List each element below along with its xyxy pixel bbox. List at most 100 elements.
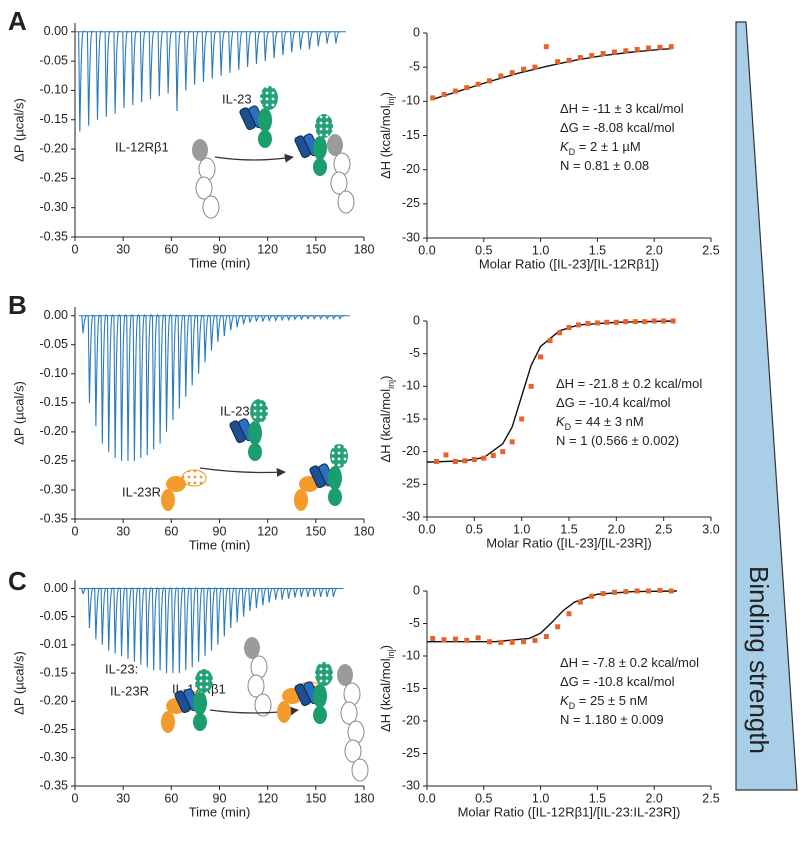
text-part: ΔH = -7.8 ± 0.2 kcal/mol	[560, 655, 699, 670]
x-tick-label: 90	[213, 242, 227, 256]
injection-peak	[184, 587, 191, 671]
cartoon-shape	[258, 130, 272, 148]
data-point	[634, 588, 640, 594]
injection-peak	[263, 31, 271, 62]
injection-peak	[273, 315, 281, 323]
injection-peak	[267, 315, 275, 323]
data-point	[521, 639, 527, 645]
side-label: Binding strength	[744, 566, 774, 754]
x-tick-label: 30	[116, 242, 130, 256]
cartoon-shape	[313, 136, 327, 160]
x-tick-label: 0.5	[475, 791, 492, 805]
injection-peak	[126, 314, 134, 461]
y-tick-label: -25	[402, 477, 420, 491]
injection-peak	[157, 30, 165, 97]
y-axis-label: ΔH (kcal/molinj)	[378, 92, 396, 179]
cartoon-shape	[340, 701, 358, 725]
data-point	[577, 55, 583, 61]
data-point	[538, 354, 544, 360]
cartoon-shape	[214, 153, 294, 163]
data-point	[611, 589, 617, 595]
data-point	[498, 73, 504, 79]
annotation: KD = 2 ± 1 µM	[560, 139, 641, 157]
cartoon-shape	[330, 444, 348, 468]
cartoon-shape	[198, 157, 216, 181]
y-tick-label: -20	[402, 713, 420, 727]
injection-peak	[222, 315, 230, 337]
injection-peak	[86, 30, 94, 126]
panel-label: A	[8, 6, 27, 36]
x-tick-label: 30	[116, 791, 130, 805]
injection-peak	[131, 30, 138, 106]
y-tick-label: -15	[402, 128, 420, 142]
data-point	[594, 320, 600, 326]
annotation: N = 1 (0.566 ± 0.002)	[556, 433, 679, 448]
data-point	[481, 455, 487, 461]
injection-peak	[298, 31, 306, 50]
y-tick-label: -0.25	[40, 453, 69, 467]
injection-peak	[216, 315, 223, 342]
y-axis-label: ΔP (µcal/s)	[11, 381, 26, 445]
injection-peak	[100, 587, 108, 645]
injection-peak	[139, 314, 146, 459]
x-axis-label: Molar Ratio ([IL-12Rβ1]/[IL-23:IL-23R])	[458, 804, 681, 819]
x-tick-label: 90	[213, 524, 227, 538]
cartoon-shape	[193, 713, 207, 731]
text-part: )	[378, 375, 393, 379]
injection-peak	[254, 31, 262, 65]
x-tick-label: 0.0	[418, 522, 435, 536]
injection-peak	[318, 315, 326, 320]
data-point	[623, 589, 629, 595]
x-tick-label: 180	[354, 242, 375, 256]
text-part: )	[378, 645, 393, 649]
data-point	[500, 449, 506, 455]
y-tick-label: -0.25	[40, 171, 69, 185]
x-tick-label: 180	[354, 791, 375, 805]
data-point	[509, 639, 515, 645]
y-tick-label: -0.25	[40, 722, 69, 736]
cartoon-shape	[260, 86, 278, 110]
injection-peak	[241, 315, 249, 325]
cartoon-shape	[315, 662, 333, 686]
x-tick-label: 150	[305, 791, 326, 805]
text-part: ΔH = -11 ± 3 kcal/mol	[560, 101, 684, 116]
data-point	[555, 624, 561, 630]
y-tick-label: -0.01	[40, 637, 69, 651]
injection-peak	[273, 587, 281, 600]
injection-peak	[312, 315, 320, 320]
injection-peak	[334, 31, 341, 44]
cartoon-shape	[195, 669, 213, 693]
cartoon-shape	[250, 399, 268, 423]
y-tick-label: -30	[402, 230, 420, 244]
cartoon-shape	[344, 739, 362, 763]
text-part: K	[560, 139, 570, 154]
data-point	[452, 458, 458, 464]
data-point	[433, 458, 439, 464]
y-tick-label: -0.20	[40, 694, 69, 708]
data-point	[577, 599, 583, 605]
data-point	[490, 453, 496, 459]
data-point	[642, 319, 648, 325]
annotation: IL-23R	[110, 683, 149, 698]
x-axis-label: Time (min)	[189, 255, 251, 270]
injection-peak	[177, 587, 185, 674]
x-tick-label: 30	[116, 524, 130, 538]
data-point	[464, 85, 470, 91]
text-part: K	[560, 693, 570, 708]
y-tick-label: -0.30	[40, 750, 69, 764]
cartoon-shape	[161, 711, 175, 733]
injection-peak	[293, 315, 300, 321]
injection-peak	[106, 587, 114, 651]
data-point	[661, 318, 667, 324]
cartoon-shape	[193, 691, 207, 715]
injection-peak	[100, 314, 108, 444]
cartoon-shape	[313, 706, 327, 724]
injection-peak	[139, 30, 147, 103]
y-tick-label: -0.10	[40, 83, 69, 97]
data-point	[441, 92, 447, 97]
cartoon-shape	[199, 467, 286, 477]
injection-peak	[299, 587, 307, 598]
injection-peak	[254, 587, 262, 609]
annotation: IL-23	[222, 91, 252, 106]
data-point	[543, 44, 549, 50]
